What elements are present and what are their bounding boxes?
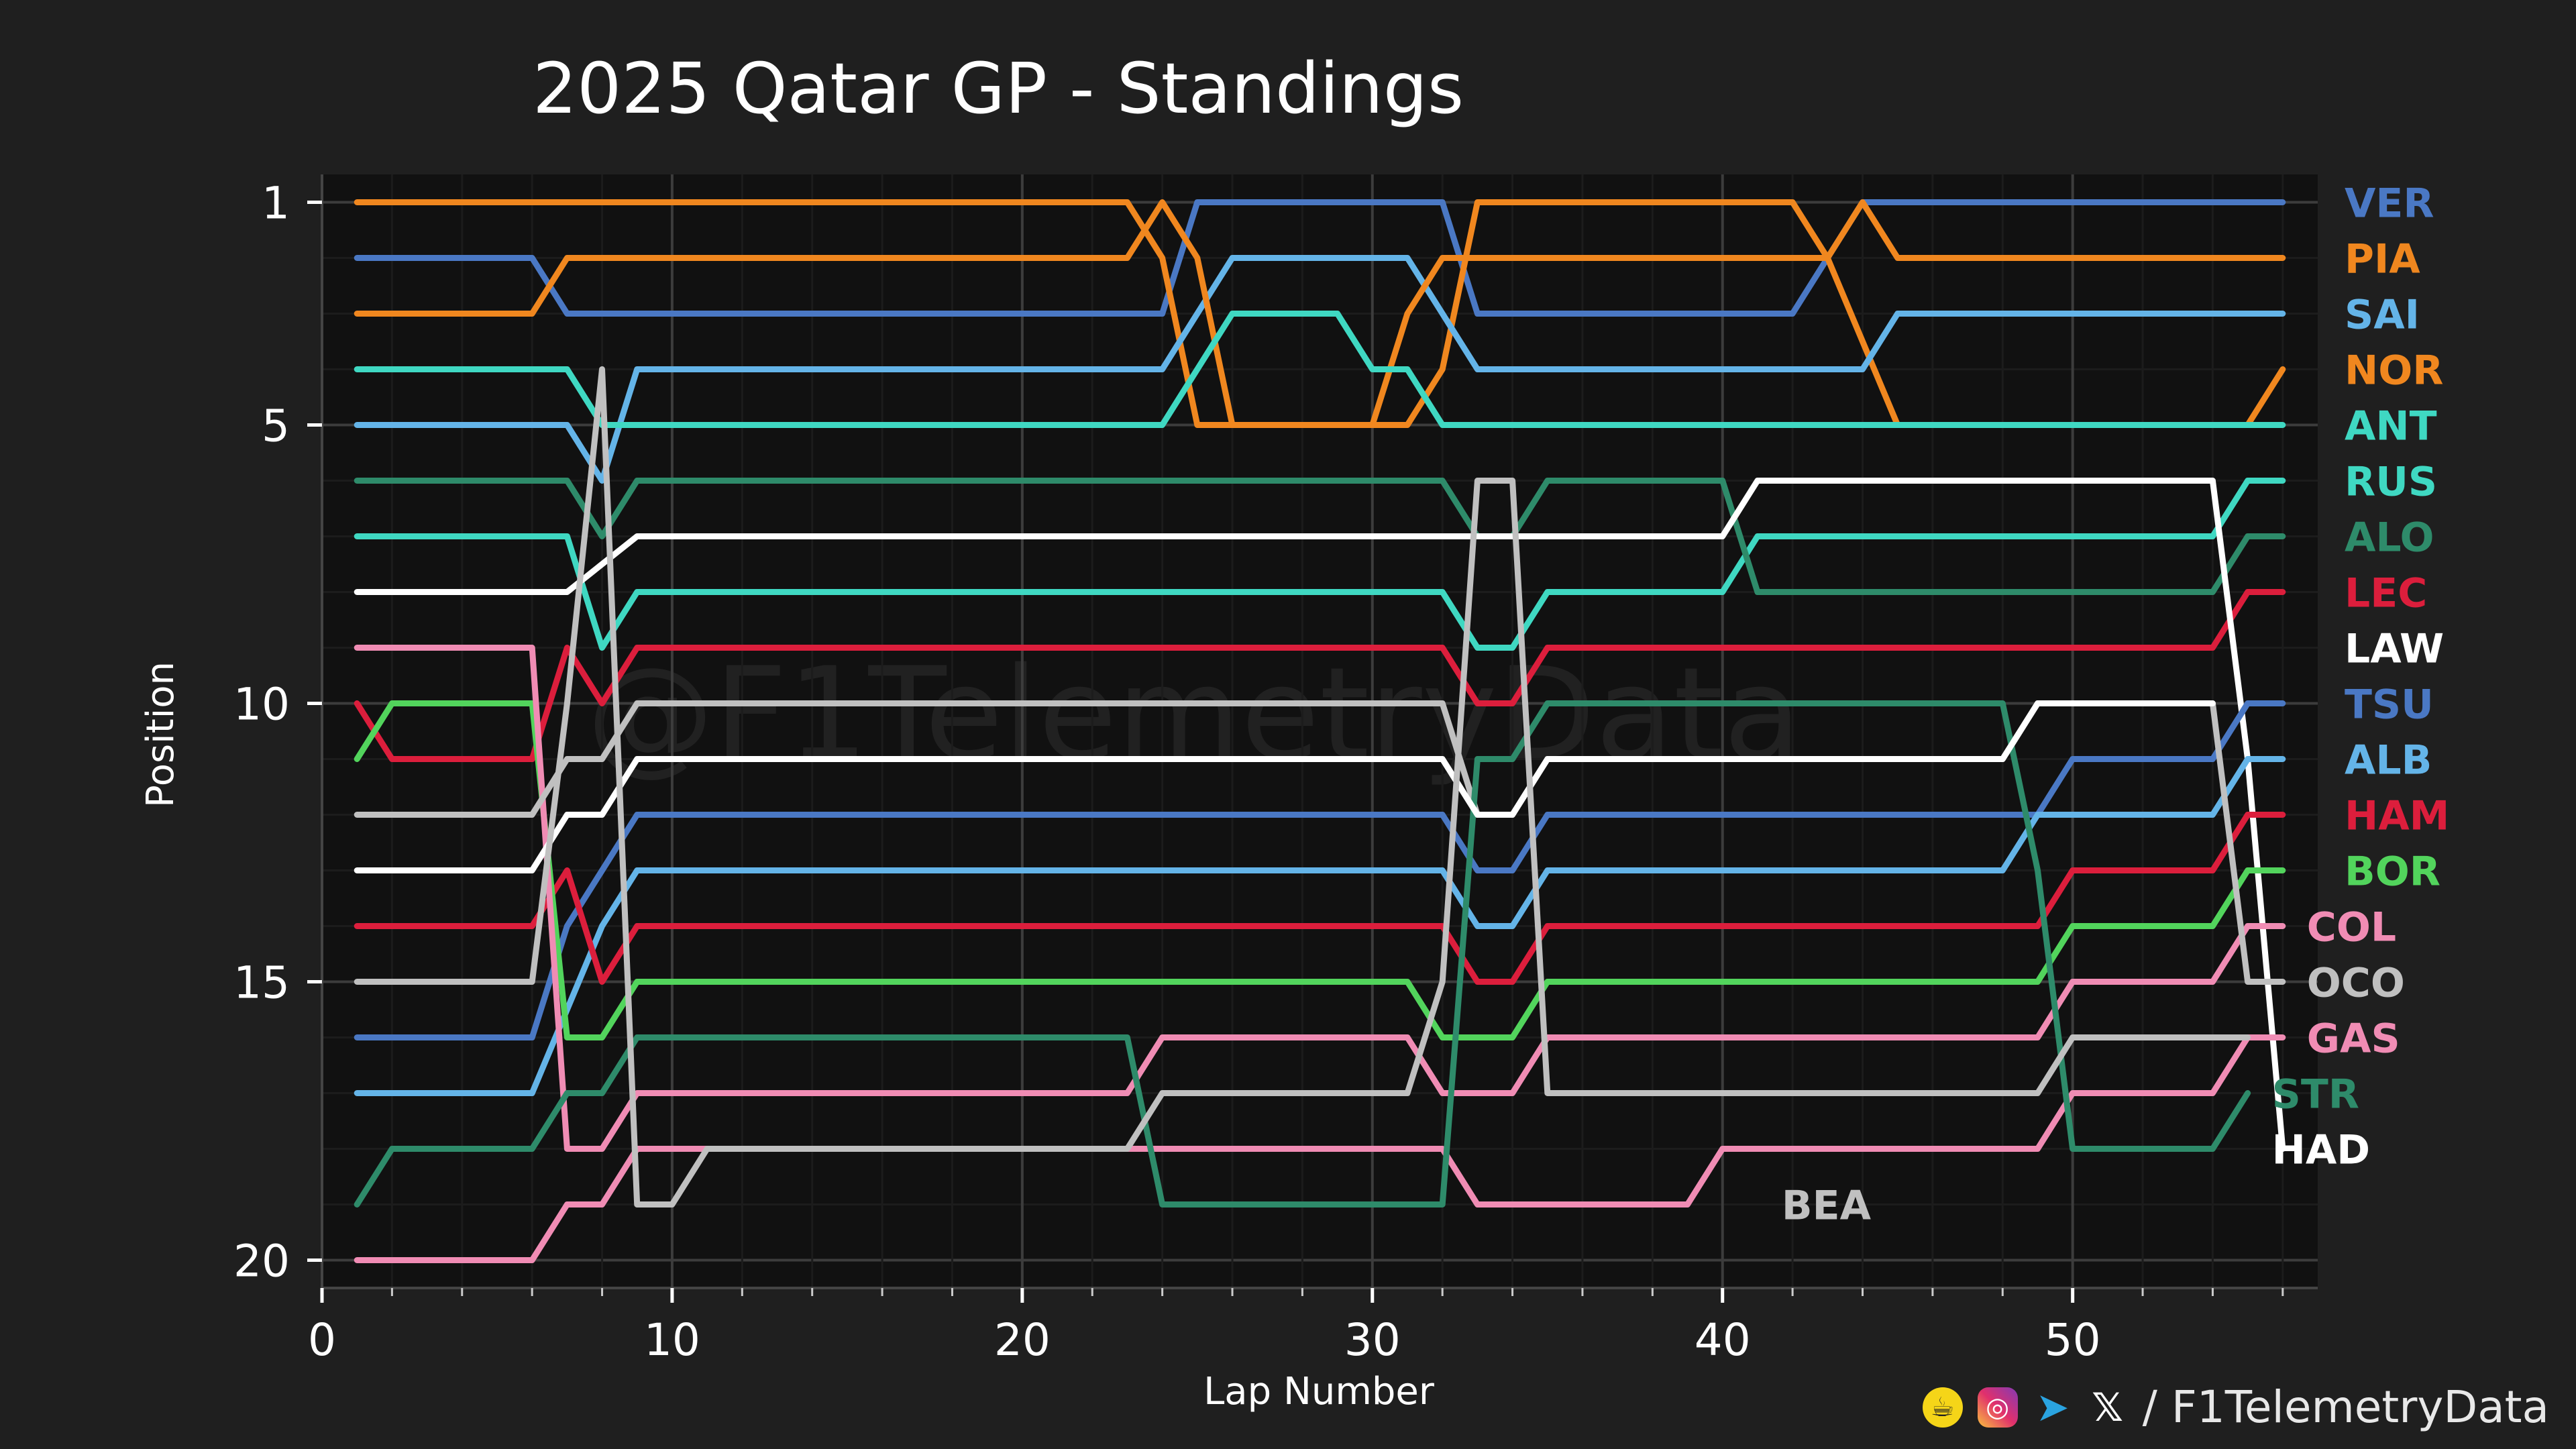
x-tick-label: 20 bbox=[994, 1314, 1051, 1366]
y-tick-label: 1 bbox=[262, 178, 290, 229]
x-axis-label: Lap Number bbox=[1203, 1370, 1435, 1413]
driver-label-ant: ANT bbox=[2345, 403, 2437, 450]
footer: ☕ ◎ ➤ 𝕏 / F1TelemetryData bbox=[1922, 1381, 2549, 1433]
driver-label-gas: GAS bbox=[2307, 1016, 2400, 1063]
series-lines bbox=[354, 199, 2286, 1263]
driver-label-lec: LEC bbox=[2345, 570, 2427, 617]
driver-label-alb: ALB bbox=[2345, 737, 2432, 784]
series-line-had bbox=[354, 700, 2216, 873]
series-line-rus bbox=[354, 478, 2286, 651]
driver-label-tsu: TSU bbox=[2345, 682, 2434, 729]
instagram-icon[interactable]: ◎ bbox=[1977, 1387, 2018, 1428]
coffee-icon[interactable]: ☕ bbox=[1922, 1387, 1963, 1428]
series-line-str bbox=[354, 700, 2251, 1208]
x-tick-label: 40 bbox=[1695, 1314, 1751, 1366]
x-tick-label: 0 bbox=[308, 1314, 336, 1366]
driver-labels: VER PIA SAI NOR ANT RUS ALO LEC LAW TSU ALB HAM BOR C… bbox=[1782, 180, 2449, 1230]
driver-label-bor: BOR bbox=[2345, 849, 2440, 896]
series-line-ham bbox=[354, 812, 2286, 985]
x-tick-label: 30 bbox=[1344, 1314, 1401, 1366]
driver-label-col: COL bbox=[2307, 904, 2396, 951]
driver-label-bea: BEA bbox=[1782, 1183, 1872, 1230]
driver-label-ham: HAM bbox=[2345, 793, 2449, 840]
y-tick-label: 10 bbox=[233, 679, 290, 731]
driver-label-ver: VER bbox=[2345, 180, 2434, 227]
driver-label-sai: SAI bbox=[2345, 292, 2420, 339]
series-line-nor bbox=[354, 199, 2286, 428]
series-line-alb bbox=[354, 756, 2286, 1096]
x-tick-label: 50 bbox=[2045, 1314, 2101, 1366]
driver-label-str: STR bbox=[2272, 1071, 2359, 1118]
plot-area bbox=[322, 174, 2318, 1288]
driver-label-had: HAD bbox=[2272, 1127, 2370, 1174]
footer-handle[interactable]: / F1TelemetryData bbox=[2142, 1381, 2549, 1433]
x-icon[interactable]: 𝕏 bbox=[2092, 1384, 2123, 1430]
y-tick-label: 20 bbox=[233, 1236, 290, 1287]
y-tick-label: 15 bbox=[233, 957, 290, 1009]
x-tick-label: 10 bbox=[644, 1314, 700, 1366]
watermark: @F1TelemetryData bbox=[586, 640, 1801, 788]
series-line-lec bbox=[354, 589, 2286, 762]
driver-label-pia: PIA bbox=[2345, 236, 2420, 283]
y-axis-label: Position bbox=[139, 661, 182, 808]
series-line-bea bbox=[354, 366, 2251, 1208]
telegram-icon[interactable]: ➤ bbox=[2035, 1383, 2070, 1431]
driver-label-rus: RUS bbox=[2345, 459, 2437, 506]
driver-label-nor: NOR bbox=[2345, 347, 2443, 394]
series-line-ant bbox=[354, 311, 2286, 428]
series-line-gas bbox=[354, 1034, 2286, 1263]
chart-title: 2025 Qatar GP - Standings bbox=[533, 48, 1464, 129]
driver-label-law: LAW bbox=[2345, 626, 2444, 673]
driver-label-oco: OCO bbox=[2307, 960, 2405, 1007]
series-line-tsu bbox=[354, 700, 2286, 1040]
driver-label-alo: ALO bbox=[2345, 515, 2434, 561]
y-tick-label: 5 bbox=[262, 400, 290, 452]
series-line-col bbox=[354, 645, 2286, 1152]
